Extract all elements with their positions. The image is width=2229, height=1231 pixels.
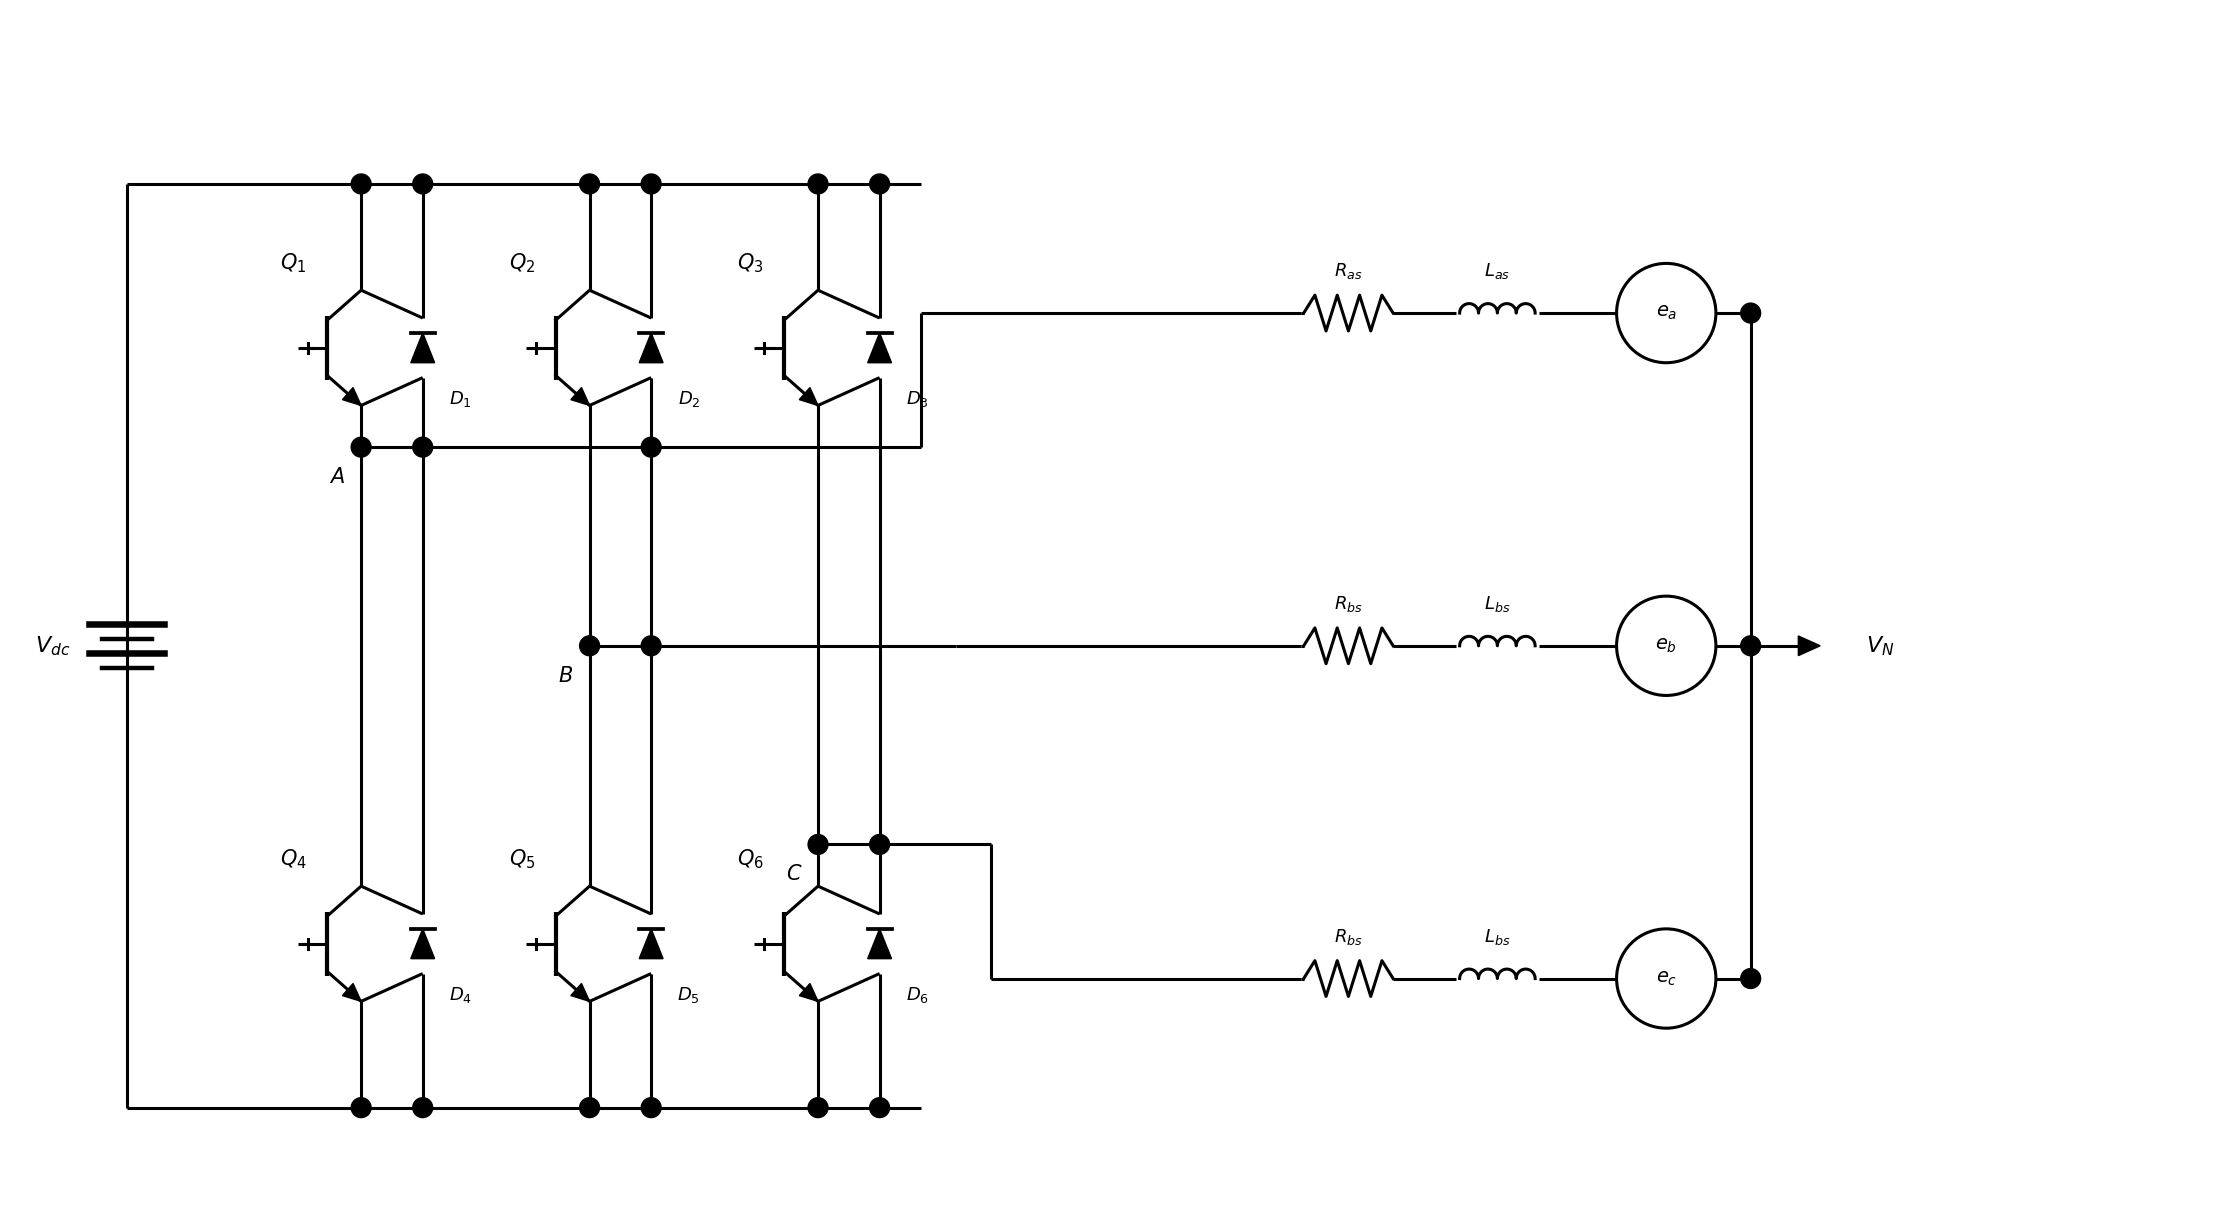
Text: $C$: $C$ [787,864,802,884]
Circle shape [642,1098,662,1118]
Text: $Q_4$: $Q_4$ [281,847,308,872]
Text: $D_1$: $D_1$ [448,389,473,410]
Circle shape [412,437,432,457]
Circle shape [869,174,889,193]
Text: $D_2$: $D_2$ [678,389,700,410]
Polygon shape [343,388,361,405]
Circle shape [580,636,600,656]
Circle shape [809,1098,827,1118]
Text: $D_4$: $D_4$ [448,985,473,1006]
Circle shape [1741,303,1761,323]
Text: $L_{bs}$: $L_{bs}$ [1485,927,1511,947]
Polygon shape [867,332,892,363]
Polygon shape [343,984,361,1001]
Text: $R_{bs}$: $R_{bs}$ [1333,927,1362,947]
Polygon shape [410,929,435,959]
Polygon shape [867,929,892,959]
Text: $Q_1$: $Q_1$ [281,251,308,276]
Circle shape [869,835,889,854]
Circle shape [809,835,827,854]
Text: $R_{bs}$: $R_{bs}$ [1333,595,1362,614]
Circle shape [580,1098,600,1118]
Text: $e_b$: $e_b$ [1656,636,1676,655]
Circle shape [352,1098,370,1118]
Circle shape [412,174,432,193]
Circle shape [642,636,662,656]
Circle shape [809,174,827,193]
Text: $D_6$: $D_6$ [905,985,929,1006]
Circle shape [642,437,662,457]
Circle shape [1741,969,1761,988]
Circle shape [869,1098,889,1118]
Circle shape [642,174,662,193]
Circle shape [580,174,600,193]
Text: $A$: $A$ [330,467,345,487]
Text: $V_{dc}$: $V_{dc}$ [33,634,69,657]
Circle shape [352,174,370,193]
Text: $R_{as}$: $R_{as}$ [1335,261,1362,282]
Text: $Q_3$: $Q_3$ [738,251,765,276]
Polygon shape [800,388,818,405]
Circle shape [1741,636,1761,656]
Polygon shape [1799,636,1821,656]
Text: $D_5$: $D_5$ [678,985,700,1006]
Polygon shape [571,984,591,1001]
Text: $L_{as}$: $L_{as}$ [1485,261,1511,282]
Text: $B$: $B$ [557,666,573,686]
Text: $Q_6$: $Q_6$ [738,847,765,872]
Polygon shape [571,388,591,405]
Text: $L_{bs}$: $L_{bs}$ [1485,595,1511,614]
Text: $e_c$: $e_c$ [1656,969,1676,987]
Circle shape [352,437,370,457]
Polygon shape [800,984,818,1001]
Text: $V_N$: $V_N$ [1866,634,1895,657]
Polygon shape [640,332,662,363]
Text: $Q_5$: $Q_5$ [508,847,535,872]
Text: $Q_2$: $Q_2$ [508,251,535,276]
Polygon shape [640,929,662,959]
Polygon shape [410,332,435,363]
Text: $e_a$: $e_a$ [1656,304,1676,323]
Circle shape [412,1098,432,1118]
Text: $D_3$: $D_3$ [905,389,929,410]
